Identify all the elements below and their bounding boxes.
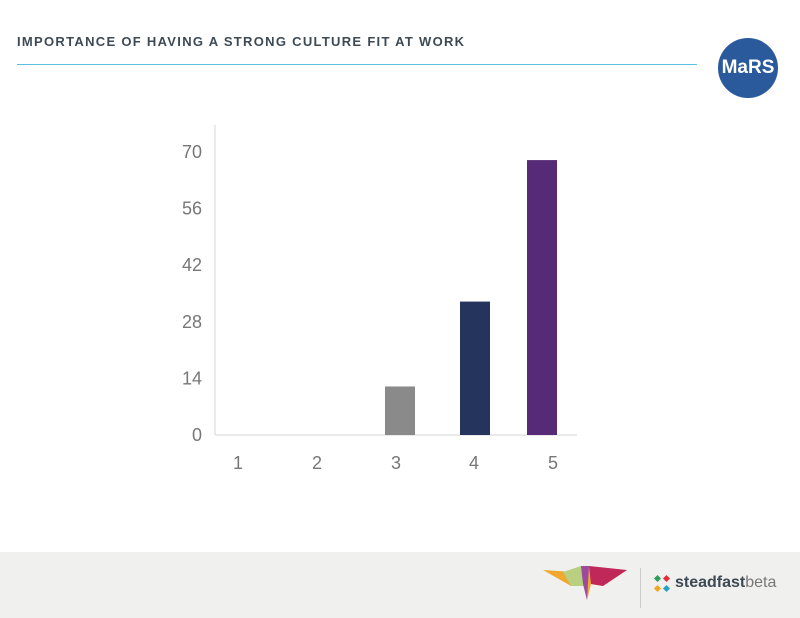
x-tick-label: 1 — [233, 453, 243, 473]
bird-logo-icon — [543, 566, 627, 600]
y-tick-label: 70 — [182, 142, 202, 162]
title-divider — [17, 64, 697, 65]
steadfast-dots-icon — [653, 574, 671, 594]
y-tick-label: 28 — [182, 312, 202, 332]
page-title: IMPORTANCE OF HAVING A STRONG CULTURE FI… — [17, 34, 466, 49]
y-tick-label: 56 — [182, 199, 202, 219]
footer-divider — [640, 568, 641, 608]
y-tick-label: 14 — [182, 368, 202, 388]
mars-logo: MaRS — [718, 38, 778, 98]
steadfastbeta-logo: steadfastbeta — [675, 574, 776, 592]
y-tick-label: 42 — [182, 255, 202, 275]
x-tick-label: 2 — [312, 453, 322, 473]
bar-4 — [460, 301, 490, 435]
brand-bold: steadfast — [675, 574, 746, 591]
x-tick-label: 3 — [391, 453, 401, 473]
x-tick-label: 5 — [548, 453, 558, 473]
bar-chart: 0 14 28 42 56 70 1 2 3 4 5 — [182, 125, 577, 473]
x-tick-label: 4 — [469, 453, 479, 473]
footer: steadfastbeta — [0, 552, 800, 618]
brand-light: beta — [745, 574, 777, 591]
bar-3 — [385, 386, 415, 435]
bar-5 — [527, 160, 557, 436]
y-tick-label: 0 — [192, 425, 202, 445]
